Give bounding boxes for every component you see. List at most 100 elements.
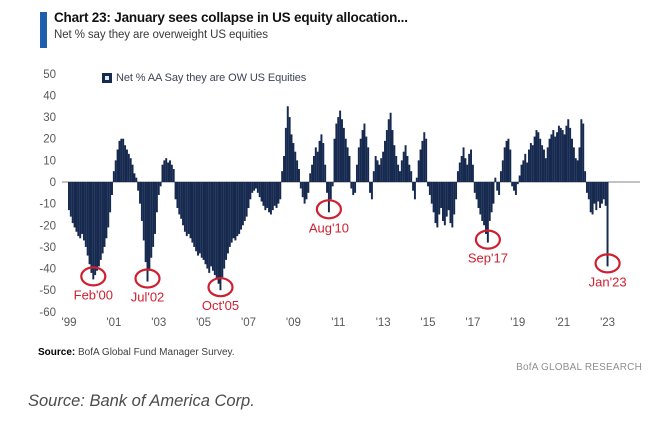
bar (511, 182, 514, 187)
bar (320, 134, 323, 182)
bar (103, 182, 106, 247)
bar (155, 182, 158, 213)
bar (492, 182, 495, 204)
bar (213, 182, 216, 276)
bar (324, 164, 327, 182)
bar (544, 158, 547, 182)
bar (273, 182, 276, 206)
annotation-circle (80, 266, 107, 287)
bar (238, 182, 241, 234)
bar (333, 138, 336, 182)
bar (363, 123, 366, 182)
bar (391, 130, 394, 182)
bar (445, 182, 448, 217)
bar (116, 149, 119, 182)
legend-square-icon (102, 73, 112, 83)
bar (268, 182, 271, 213)
bar (486, 182, 489, 243)
bar (88, 182, 91, 265)
bar (198, 182, 201, 254)
bar (337, 117, 340, 182)
bar (604, 182, 607, 206)
bar (606, 182, 609, 267)
bar (326, 182, 329, 193)
annotation-label: Jan'23 (589, 274, 627, 289)
bar (419, 149, 422, 182)
bar (112, 171, 115, 182)
bar (451, 182, 454, 228)
bar (266, 182, 269, 208)
bar (449, 182, 452, 224)
bar (180, 182, 183, 219)
bar (524, 153, 527, 182)
bar (264, 182, 267, 211)
bar (434, 182, 437, 224)
bar (90, 182, 93, 273)
bar (539, 138, 542, 182)
bar (284, 127, 287, 182)
bar (528, 149, 530, 182)
bar (140, 182, 143, 221)
bar (316, 151, 319, 182)
bar (369, 182, 372, 193)
bar (542, 149, 545, 182)
bar (236, 182, 239, 237)
bar (170, 164, 173, 182)
bar (520, 164, 523, 182)
x-tick-label: '13 (376, 317, 391, 329)
bar (73, 182, 76, 228)
bar (281, 171, 284, 182)
bar (354, 182, 357, 193)
bar (331, 182, 334, 187)
bar (221, 182, 224, 278)
bar (309, 173, 312, 182)
x-axis-labels: '99 '01 '03 '05 '07 '09 '11 '13 '15 '17 '19 '21 '23 (62, 317, 616, 329)
bar (342, 127, 345, 182)
x-tick-label: '09 (286, 317, 301, 329)
bar (294, 151, 297, 182)
bar (172, 169, 175, 182)
bar (118, 140, 121, 182)
bar (537, 132, 540, 182)
bar (96, 182, 98, 271)
bar (352, 182, 355, 195)
bar (312, 156, 315, 182)
bar (408, 164, 411, 182)
bar (464, 158, 467, 182)
bar (456, 171, 459, 182)
bar (471, 164, 474, 182)
title-accent-bar (40, 12, 47, 48)
bar (249, 182, 252, 200)
bar (370, 182, 373, 200)
chart-subtitle: Net % say they are overweight US equitie… (54, 29, 268, 41)
y-tick-label: 20 (43, 134, 56, 146)
bar (269, 182, 272, 215)
bar (556, 132, 559, 182)
bar (167, 162, 170, 182)
bar (597, 182, 600, 202)
x-tick-label: '21 (555, 317, 570, 329)
bar (114, 160, 117, 182)
bar (552, 130, 555, 182)
bar (498, 182, 501, 195)
bar (253, 182, 256, 191)
bar (499, 171, 502, 182)
bar (150, 182, 153, 258)
bar (367, 147, 370, 182)
annotation-label: Feb'00 (74, 287, 113, 302)
bar (589, 182, 592, 213)
source-note: Source: BofA Global Fund Manager Survey. (38, 347, 235, 358)
bar (425, 138, 428, 182)
bar (168, 160, 171, 182)
bar (522, 160, 525, 182)
bar (122, 138, 125, 182)
bar (258, 182, 261, 198)
bar (599, 182, 602, 208)
bar (234, 182, 237, 241)
bar (529, 143, 532, 182)
bar (283, 156, 285, 182)
bar (187, 182, 190, 234)
bar (593, 182, 596, 204)
bar (120, 138, 123, 182)
y-tick-label: -50 (39, 285, 56, 297)
